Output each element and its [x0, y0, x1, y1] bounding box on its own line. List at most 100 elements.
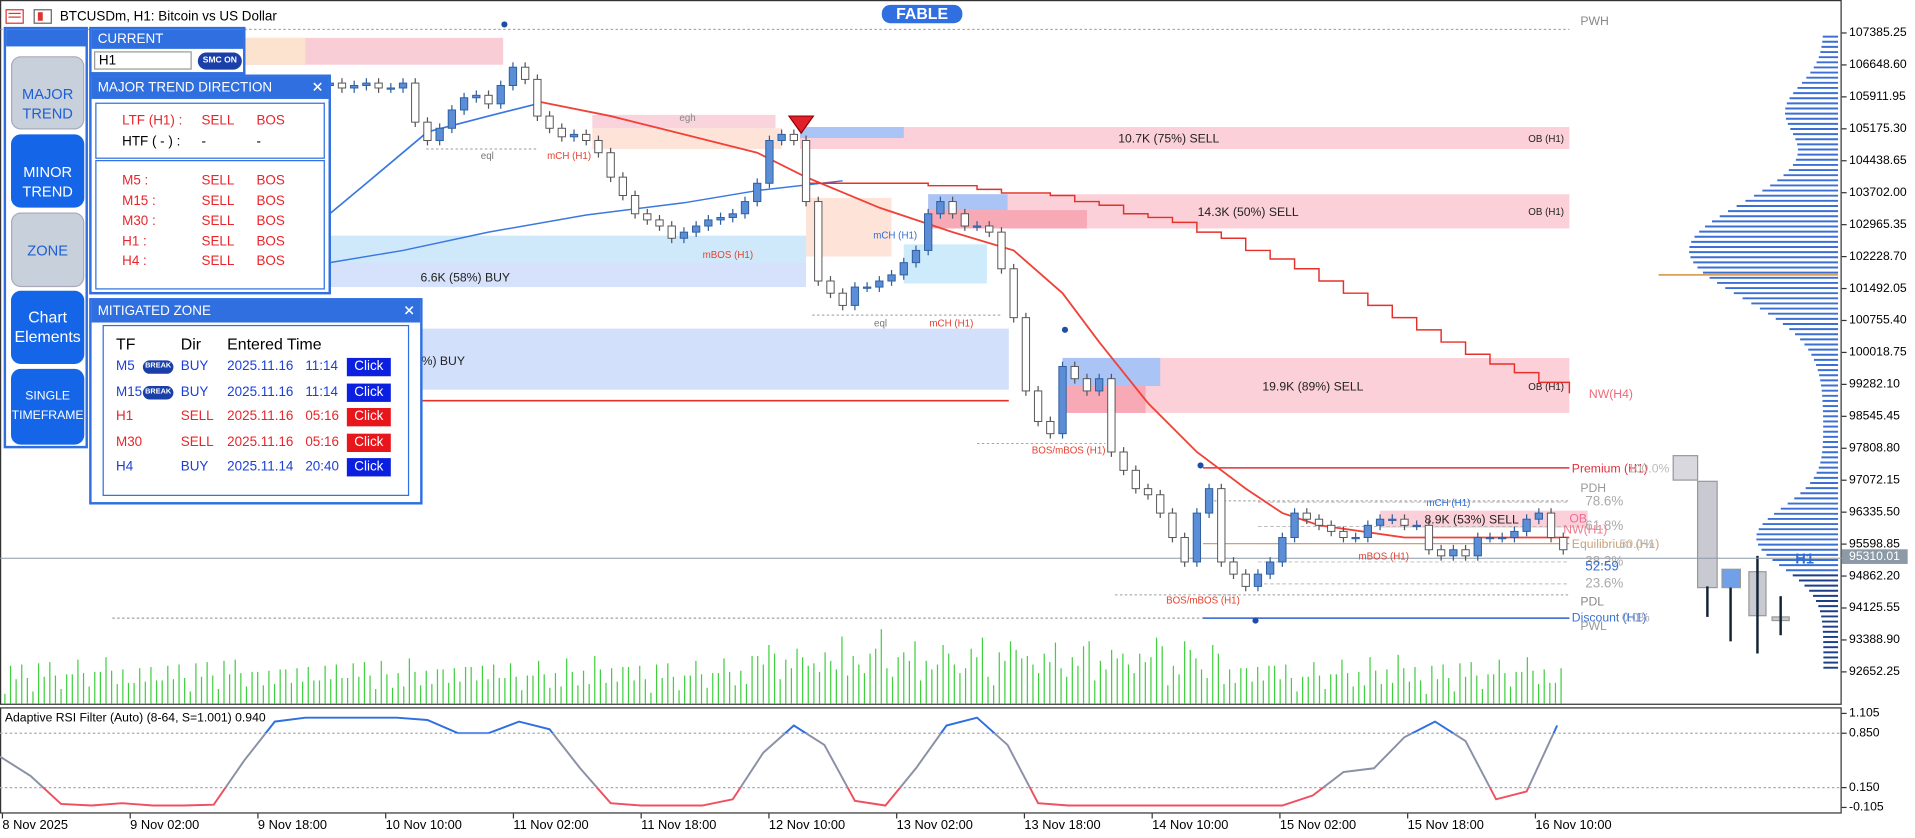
candle	[862, 286, 872, 289]
candle	[447, 109, 457, 129]
zone	[799, 127, 904, 139]
chart-annotation: 19.9K (89%) SELL	[1262, 379, 1363, 393]
chart-annotation: %) BUY	[422, 354, 465, 368]
candle	[521, 66, 530, 80]
click-button[interactable]: Click	[346, 382, 391, 402]
candle	[899, 262, 908, 276]
candle	[582, 133, 591, 141]
panel-title: CURRENT	[91, 29, 244, 49]
candle	[887, 274, 896, 282]
timeframe-dropdown[interactable]: H1	[94, 51, 192, 70]
candle	[496, 85, 505, 105]
menu-icon[interactable]	[5, 9, 24, 24]
red-step	[806, 182, 1571, 394]
menu-button[interactable]: MAJOR TREND	[10, 56, 85, 130]
trend-cell: HTF ( - ) :	[122, 134, 181, 150]
zone-time: 11:14	[305, 359, 338, 374]
candle	[1351, 537, 1360, 540]
candle	[1327, 524, 1336, 532]
menu-button[interactable]: Chart Elements	[10, 290, 85, 365]
y-tick-label: 100755.40	[1849, 313, 1907, 327]
zone-time: 20:40	[305, 459, 339, 474]
candle	[545, 115, 554, 129]
side-menu: MAJOR TREND MINOR TREND ZONE Chart Eleme…	[3, 26, 88, 449]
zone	[928, 194, 1008, 211]
chart-annotation: 6.6K (58%) BUY	[421, 271, 511, 285]
y-tick-label: 94125.55	[1849, 600, 1900, 614]
candle	[1473, 537, 1482, 557]
candle	[1046, 420, 1055, 435]
x-tick-label: 11 Nov 18:00	[641, 817, 716, 832]
y-tick-label: 102228.70	[1849, 249, 1907, 263]
click-button[interactable]: Click	[346, 357, 391, 377]
smc-toggle[interactable]: SMC ON	[197, 52, 242, 70]
candle	[1485, 537, 1495, 540]
y-tick-label: 0.850	[1849, 725, 1880, 739]
candle	[1021, 317, 1031, 392]
y-tick-label: 92652.25	[1849, 664, 1900, 678]
click-button[interactable]: Click	[346, 458, 391, 477]
x-tick-label: 8 Nov 2025	[2, 817, 68, 832]
candle	[740, 201, 750, 215]
signal-marker	[787, 115, 815, 135]
chart-annotation: NW(H1)	[1563, 522, 1607, 536]
zone-date: 2025.11.16	[227, 434, 294, 449]
candle	[1522, 518, 1531, 532]
badge	[881, 4, 963, 24]
zone-date: 2025.11.16	[227, 359, 294, 374]
trend-cell: -	[201, 134, 206, 150]
candle	[838, 292, 847, 306]
candle	[1498, 537, 1507, 540]
menu-button[interactable]: SINGLE TIMEFRAME	[10, 368, 85, 445]
candle	[1302, 512, 1311, 520]
candle	[1290, 512, 1299, 538]
candle	[997, 231, 1006, 270]
chart-annotation: PDH	[1580, 481, 1606, 495]
close-button[interactable]	[402, 301, 417, 322]
candle	[704, 219, 713, 227]
candle	[459, 97, 469, 111]
chart-annotation: mCH (H1)	[873, 230, 917, 241]
candle	[1033, 390, 1043, 422]
candle	[533, 78, 542, 117]
y-tick-label: 106648.60	[1849, 57, 1907, 71]
candle	[1546, 512, 1556, 538]
chart-annotation: 23.6%	[1585, 575, 1623, 590]
menu-button[interactable]: MINOR TREND	[10, 134, 85, 208]
chart-annotation: H1	[1795, 551, 1814, 567]
candle	[911, 249, 921, 264]
zone-date: 2025.11.14	[227, 459, 294, 474]
candle	[1204, 488, 1214, 514]
chart-annotation: BOS/mBOS (H1)	[1032, 445, 1106, 456]
zone-time: 11:14	[305, 384, 338, 399]
click-button[interactable]: Click	[346, 408, 391, 427]
candle	[1217, 488, 1226, 563]
click-button[interactable]: Click	[346, 433, 391, 452]
trend-cell: BOS	[256, 193, 285, 209]
candle	[753, 182, 762, 203]
menu-button[interactable]: ZONE	[10, 212, 85, 288]
candle	[972, 225, 982, 228]
y-tick-label: 1.105	[1849, 706, 1880, 720]
candle	[472, 94, 481, 99]
window-title: BTCUSDm, H1: Bitcoin vs US Dollar	[60, 9, 278, 24]
chart-annotation: mCH (H1)	[1426, 498, 1470, 509]
icon-bar	[37, 12, 43, 21]
chart-annotation: 0.0%	[1622, 610, 1650, 624]
trend-cell: LTF (H1) :	[122, 113, 183, 129]
trend-cell: SELL	[201, 254, 235, 270]
y-tick-label: 103702.00	[1849, 185, 1907, 199]
chart-annotation: 78.6%	[1585, 494, 1623, 509]
candle	[350, 85, 359, 89]
candle	[789, 133, 798, 141]
y-tick-label: 101492.05	[1849, 281, 1907, 295]
break-tag: BREAK	[142, 360, 174, 374]
chart-annotation: 61.8%	[1585, 518, 1623, 533]
close-button[interactable]	[310, 77, 325, 98]
y-tick-label: 107385.25	[1849, 25, 1907, 39]
x-tick-label: 15 Nov 02:00	[1280, 817, 1356, 832]
candle	[374, 82, 383, 89]
zone	[244, 37, 306, 65]
zone-date: 2025.11.16	[227, 384, 294, 399]
